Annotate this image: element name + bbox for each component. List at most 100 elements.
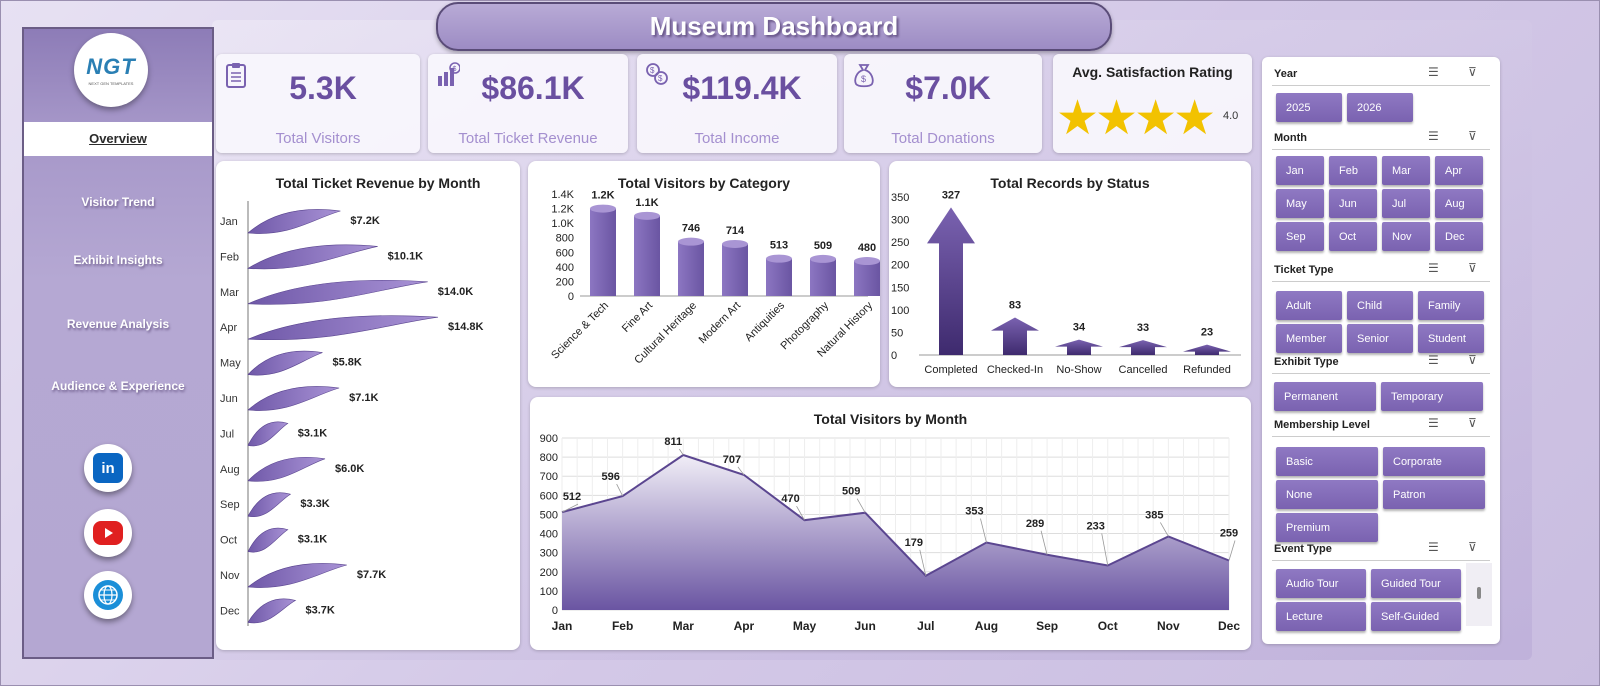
month-chip[interactable]: Nov [1382,222,1430,251]
svg-text:$: $ [453,66,457,73]
tick-label: 100 [891,305,909,317]
tick-label: Checked-In [987,364,1043,376]
tick-label: 100 [540,586,558,598]
month-chip[interactable]: Jun [1329,189,1377,218]
nav-audience-experience[interactable]: Audience & Experience [51,379,185,393]
clear-filter-icon[interactable]: ⊽ [1468,129,1491,143]
ticket-type-chip[interactable]: Family [1418,291,1484,320]
nav-exhibit-insights[interactable]: Exhibit Insights [73,253,163,267]
series-line [561,453,1230,578]
multi-select-icon[interactable]: ☰ [1428,416,1453,430]
ticket-type-chip[interactable]: Adult [1276,291,1342,320]
bar [247,598,297,624]
membership-chip[interactable]: Basic [1276,447,1378,476]
tick-label: Aug [220,464,240,476]
data-label: 327 [942,189,960,201]
logo-text: NGT [86,54,136,79]
scrollbar-thumb[interactable] [1477,587,1481,599]
tick-label: Nov [1157,619,1180,633]
clear-filter-icon[interactable]: ⊽ [1468,540,1491,554]
visitors-month-svg: 0 100 200 300 400 500 600 700 800 900 512 Jan 596 Feb… [540,433,1241,633]
year-chip[interactable]: 2026 [1347,93,1413,122]
tick-label: Apr [220,322,237,334]
clipboard-icon [226,63,246,88]
month-chip[interactable]: Sep [1276,222,1324,251]
data-label: 707 [723,454,741,466]
kpi-value: $7.0K [905,70,991,106]
tick-label: 500 [540,509,558,521]
nav-visitor-trend[interactable]: Visitor Trend [81,195,155,209]
data-label: $5.8K [332,357,361,369]
month-chip[interactable]: Apr [1435,156,1483,185]
website-button[interactable] [84,571,132,619]
tick-label: Antiquities [743,299,788,344]
tick-label: 150 [891,282,909,294]
linkedin-button[interactable]: in [84,444,132,492]
month-chip[interactable]: Jul [1382,189,1430,218]
membership-chip[interactable]: Premium [1276,513,1378,542]
clear-filter-icon[interactable]: ⊽ [1468,416,1491,430]
bar [1119,340,1167,355]
month-chip[interactable]: May [1276,189,1324,218]
month-chip[interactable]: Feb [1329,156,1377,185]
bar [247,456,326,482]
exhibit-type-chip[interactable]: Permanent [1274,382,1376,411]
event-type-chip[interactable]: Guided Tour [1371,569,1461,598]
filter-panel: Year ☰ ⊽ 2025 2026 Month ☰ ⊽ Jan Feb Mar Apr May Jun J… [1262,57,1500,644]
membership-chip[interactable]: Patron [1383,480,1485,509]
divider [1272,560,1490,561]
data-label: 353 [965,506,983,518]
month-chip[interactable]: Jan [1276,156,1324,185]
divider [1272,281,1490,282]
tick-label: Jan [552,619,573,633]
clear-filter-icon[interactable]: ⊽ [1468,65,1491,79]
multi-select-icon[interactable]: ☰ [1428,261,1453,275]
tick-label: Dec [1218,619,1240,633]
ticket-type-chip[interactable]: Child [1347,291,1413,320]
data-label: 23 [1201,327,1213,339]
data-label: $3.3K [300,498,329,510]
ticket-type-chip[interactable]: Senior [1347,324,1413,353]
event-type-chip[interactable]: Lecture [1276,602,1366,631]
data-label: 1.2K [591,190,614,202]
scrollbar[interactable] [1466,563,1492,626]
tick-label: 50 [891,327,903,339]
tick-label: Mar [673,619,695,633]
nav-revenue-analysis[interactable]: Revenue Analysis [66,317,170,331]
month-chip[interactable]: Mar [1382,156,1430,185]
multi-select-icon[interactable]: ☰ [1428,353,1453,367]
youtube-icon [93,521,123,545]
multi-select-icon[interactable]: ☰ [1428,540,1453,554]
year-chip[interactable]: 2025 [1276,93,1342,122]
globe-icon [93,580,123,610]
tick-label: 0 [568,291,574,303]
youtube-button[interactable] [84,509,132,557]
clear-filter-icon[interactable]: ⊽ [1468,353,1491,367]
tick-label: Mar [220,287,239,299]
month-chip[interactable]: Aug [1435,189,1483,218]
logo: NGT NEXT GEN TEMPLATES [74,33,148,107]
visitors-category-svg: 0 200 400 600 800 1.0K 1.2K 1.4K 1.2K Science & T… [549,189,880,366]
tick-label: Refunded [1183,364,1231,376]
event-type-chip[interactable]: Audio Tour [1276,569,1366,598]
tick-label: Oct [220,535,237,547]
event-type-chip[interactable]: Self-Guided [1371,602,1461,631]
tick-label: 1.4K [551,189,574,201]
leader-line [1101,533,1109,566]
leader-line [616,483,623,497]
clear-filter-icon[interactable]: ⊽ [1468,261,1491,275]
membership-chip[interactable]: None [1276,480,1378,509]
month-chip[interactable]: Oct [1329,222,1377,251]
divider [1272,436,1490,437]
tick-label: Nov [220,570,240,582]
month-chip[interactable]: Dec [1435,222,1483,251]
ticket-type-chip[interactable]: Student [1418,324,1484,353]
data-label: 289 [1026,518,1044,530]
membership-chip[interactable]: Corporate [1383,447,1485,476]
nav-overview[interactable]: Overview [24,122,212,156]
multi-select-icon[interactable]: ☰ [1428,129,1453,143]
exhibit-type-chip[interactable]: Temporary [1381,382,1483,411]
tick-label: Sep [220,499,240,511]
multi-select-icon[interactable]: ☰ [1428,65,1453,79]
ticket-type-chip[interactable]: Member [1276,324,1342,353]
